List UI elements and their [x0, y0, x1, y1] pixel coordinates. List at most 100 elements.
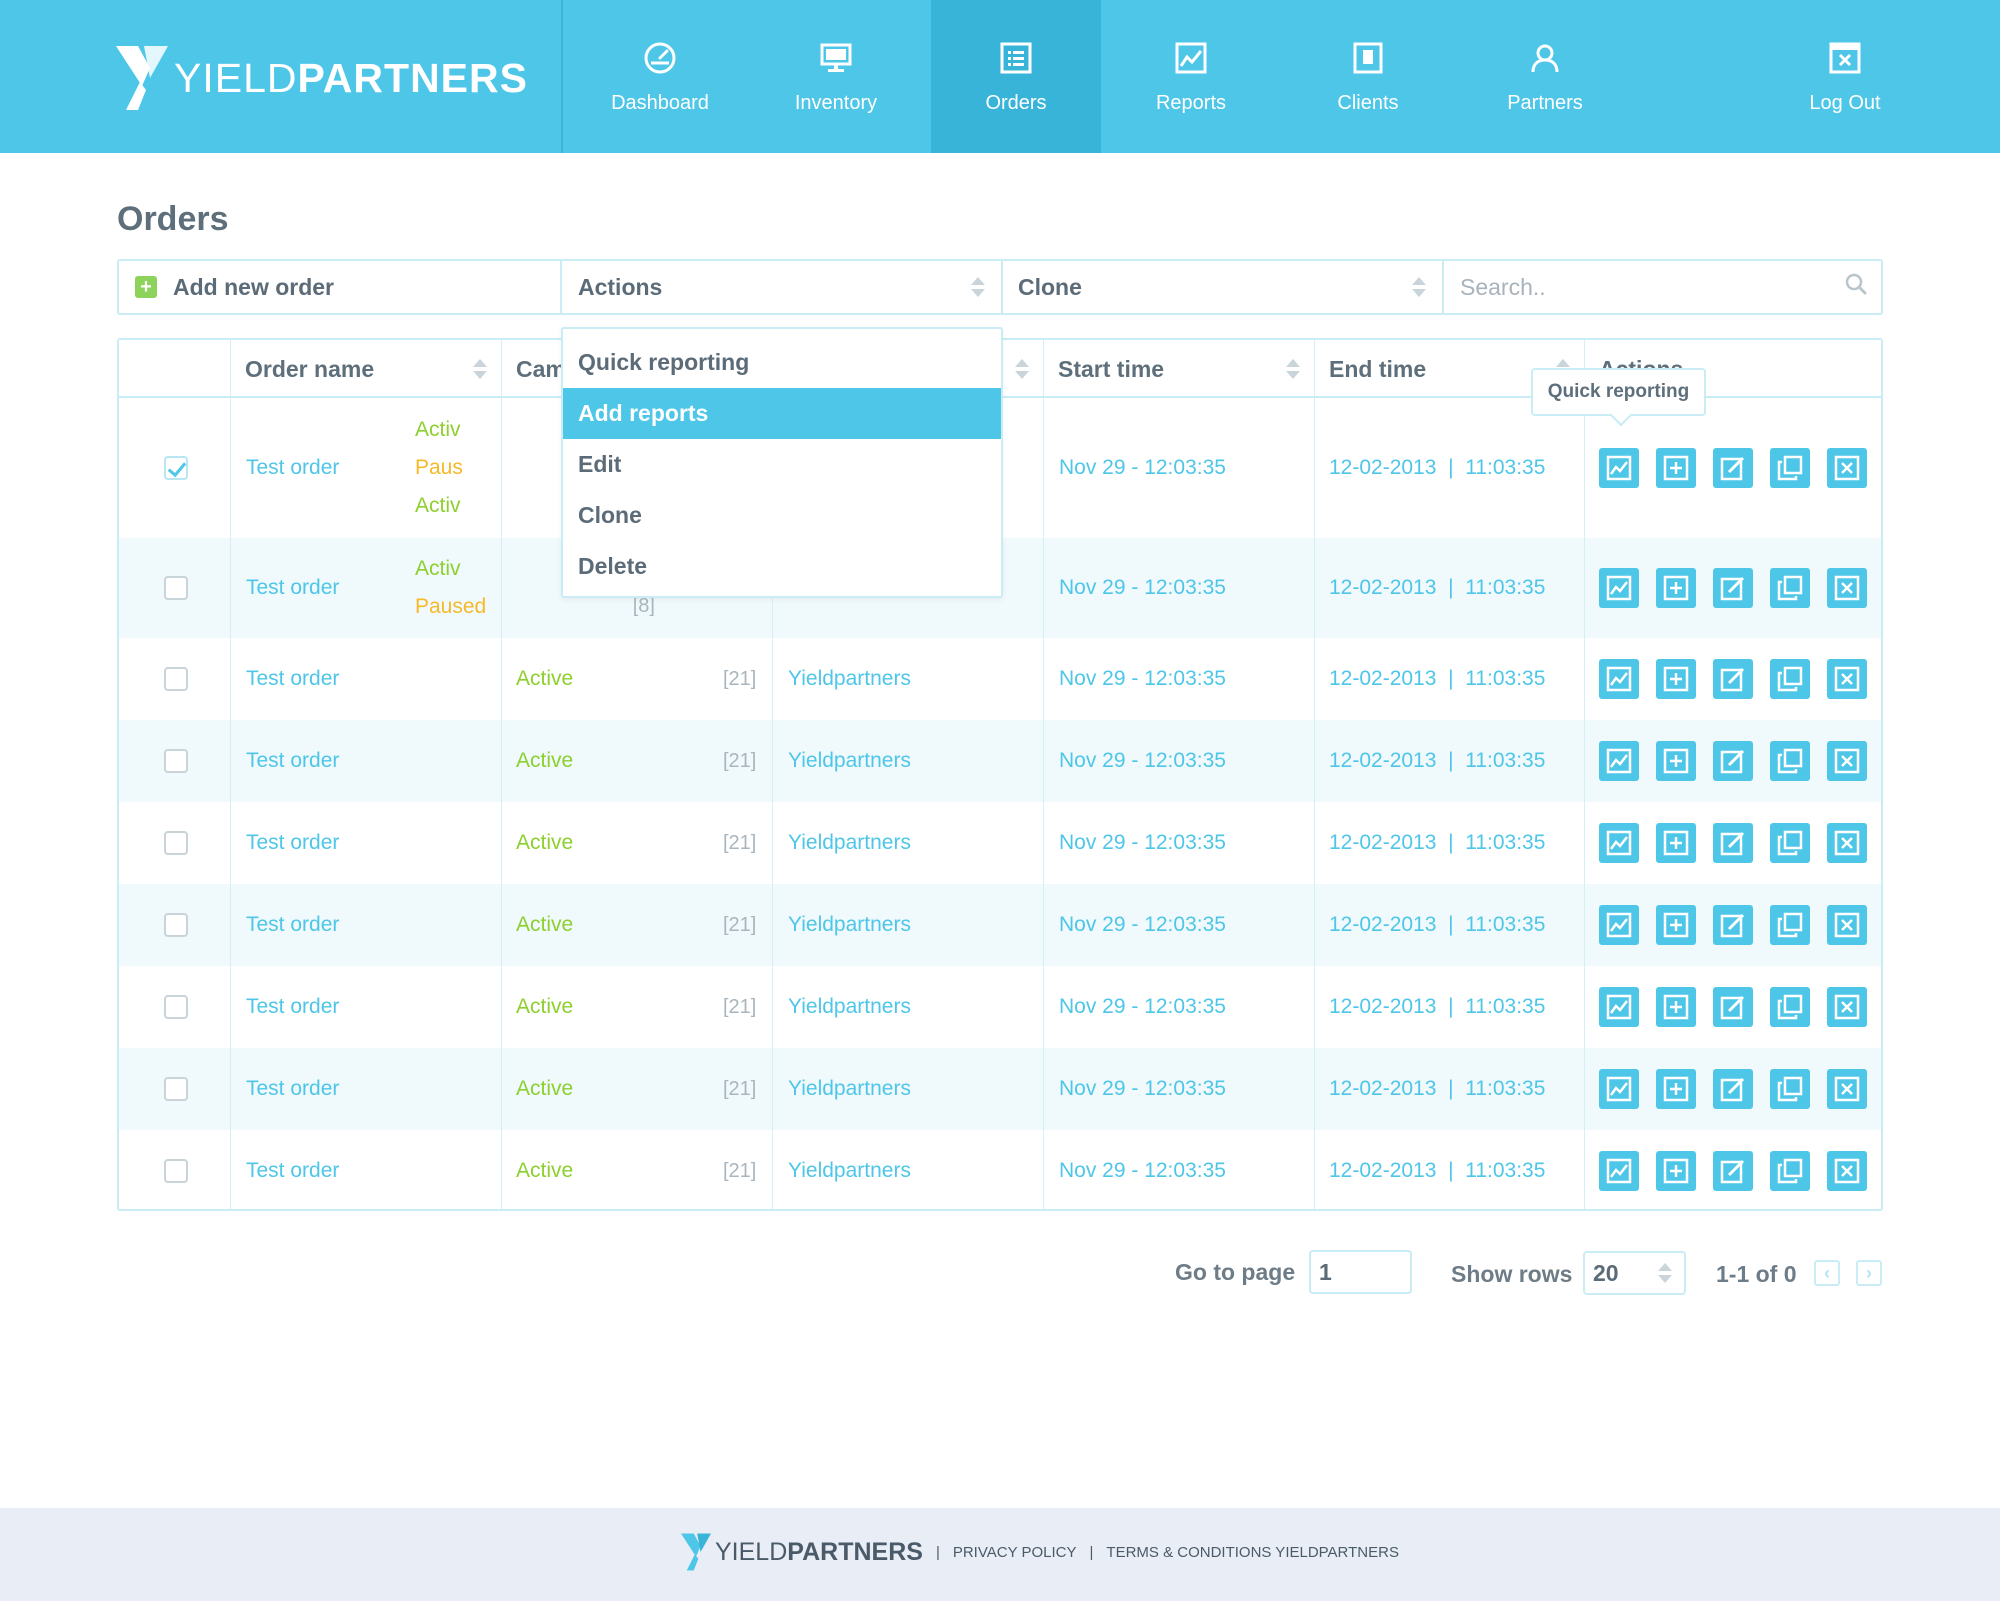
quick-reporting-button[interactable]: [1599, 1151, 1639, 1191]
clone-button[interactable]: [1770, 823, 1810, 863]
order-name-link[interactable]: Test order: [246, 995, 340, 1018]
order-name-link[interactable]: Test order: [246, 749, 340, 772]
order-name-link[interactable]: Test order: [246, 1077, 340, 1100]
quick-reporting-button[interactable]: [1599, 741, 1639, 781]
nav-dashboard[interactable]: Dashboard: [562, 0, 758, 153]
delete-button[interactable]: [1827, 1069, 1867, 1109]
add-report-button[interactable]: [1656, 823, 1696, 863]
row-checkbox[interactable]: [164, 1077, 188, 1101]
terms-conditions-link[interactable]: TERMS & CONDITIONS YIELDPARTNERS: [1106, 1543, 1399, 1561]
add-report-button[interactable]: [1656, 905, 1696, 945]
quick-reporting-button[interactable]: [1599, 905, 1639, 945]
partner-link[interactable]: Yieldpartners: [788, 667, 911, 690]
quick-reporting-button[interactable]: [1599, 448, 1639, 488]
column-header-start-time[interactable]: Start time: [1043, 340, 1314, 398]
next-page-button[interactable]: ›: [1856, 1260, 1882, 1286]
delete-button[interactable]: [1827, 987, 1867, 1027]
row-checkbox[interactable]: [164, 1159, 188, 1183]
search-input[interactable]: [1460, 273, 1820, 301]
partner-link[interactable]: Yieldpartners: [788, 1077, 911, 1100]
nav-reports[interactable]: Reports: [1093, 0, 1289, 153]
nav-clients[interactable]: Clients: [1270, 0, 1466, 153]
row-checkbox[interactable]: [164, 749, 188, 773]
edit-button[interactable]: [1713, 987, 1753, 1027]
row-checkbox[interactable]: [164, 913, 188, 937]
row-checkbox[interactable]: [164, 456, 188, 480]
quick-reporting-button[interactable]: [1599, 1069, 1639, 1109]
nav-orders[interactable]: Orders: [931, 0, 1101, 153]
delete-button[interactable]: [1827, 448, 1867, 488]
row-checkbox[interactable]: [164, 831, 188, 855]
clone-button[interactable]: [1770, 448, 1810, 488]
menu-item-delete[interactable]: Delete: [578, 553, 648, 579]
add-report-button[interactable]: [1656, 659, 1696, 699]
partner-link[interactable]: Yieldpartners: [788, 1159, 911, 1182]
order-name-link[interactable]: Test order: [246, 667, 340, 690]
footer-logo-wordmark[interactable]: YIELDPARTNERS: [715, 1537, 923, 1566]
show-rows-select[interactable]: 20: [1583, 1251, 1686, 1295]
column-header-partner[interactable]: [772, 340, 1043, 398]
column-header-order-name[interactable]: Order name: [230, 340, 501, 398]
delete-button[interactable]: [1827, 1151, 1867, 1191]
edit-button[interactable]: [1713, 1151, 1753, 1191]
actions-select[interactable]: Actions: [562, 261, 1003, 313]
order-name-link[interactable]: Test order: [246, 831, 340, 854]
quick-reporting-button[interactable]: [1599, 568, 1639, 608]
add-new-order-button[interactable]: + Add new order: [119, 261, 562, 313]
edit-button[interactable]: [1713, 905, 1753, 945]
menu-item-edit[interactable]: Edit: [578, 451, 622, 477]
edit-button[interactable]: [1713, 823, 1753, 863]
quick-reporting-button[interactable]: [1599, 659, 1639, 699]
menu-item-quick-reporting[interactable]: Quick reporting: [578, 349, 750, 375]
clone-button[interactable]: [1770, 987, 1810, 1027]
delete-button[interactable]: [1827, 568, 1867, 608]
order-name-link[interactable]: Test order: [246, 456, 340, 479]
nav-inventory[interactable]: Inventory: [738, 0, 934, 153]
clone-button[interactable]: [1770, 1151, 1810, 1191]
add-report-button[interactable]: [1656, 1151, 1696, 1191]
delete-button[interactable]: [1827, 741, 1867, 781]
add-report-button[interactable]: [1656, 987, 1696, 1027]
partner-link[interactable]: Yieldpartners: [788, 913, 911, 936]
privacy-policy-link[interactable]: PRIVACY POLICY: [952, 1543, 1077, 1561]
edit-button[interactable]: [1713, 659, 1753, 699]
yieldpartners-logo[interactable]: YIELDPARTNERS: [116, 46, 528, 110]
partner-link[interactable]: Yieldpartners: [788, 995, 911, 1018]
menu-item-add-reports[interactable]: Add reports: [563, 388, 1001, 439]
order-name-link[interactable]: Test order: [246, 576, 340, 599]
delete-button[interactable]: [1827, 905, 1867, 945]
add-report-button[interactable]: [1656, 448, 1696, 488]
nav-log-out[interactable]: Log Out: [1766, 0, 1924, 153]
add-report-button[interactable]: [1656, 1069, 1696, 1109]
nav-partners[interactable]: Partners: [1447, 0, 1643, 153]
edit-button[interactable]: [1713, 1069, 1753, 1109]
order-name-link[interactable]: Test order: [246, 1159, 340, 1182]
row-checkbox[interactable]: [164, 667, 188, 691]
clone-select[interactable]: Clone: [1003, 261, 1444, 313]
search-icon[interactable]: [1845, 273, 1867, 301]
clone-button[interactable]: [1770, 905, 1810, 945]
clone-button[interactable]: [1770, 1069, 1810, 1109]
quick-reporting-button[interactable]: [1599, 987, 1639, 1027]
row-checkbox[interactable]: [164, 995, 188, 1019]
clone-button[interactable]: [1770, 659, 1810, 699]
edit-button[interactable]: [1713, 448, 1753, 488]
quick-reporting-button[interactable]: [1599, 823, 1639, 863]
monitor-icon: [820, 40, 852, 76]
delete-button[interactable]: [1827, 823, 1867, 863]
partner-link[interactable]: Yieldpartners: [788, 831, 911, 854]
add-report-button[interactable]: [1656, 568, 1696, 608]
menu-item-clone[interactable]: Clone: [578, 502, 642, 528]
edit-button[interactable]: [1713, 741, 1753, 781]
add-report-button[interactable]: [1656, 741, 1696, 781]
clone-button[interactable]: [1770, 741, 1810, 781]
edit-button[interactable]: [1713, 568, 1753, 608]
page-number-input[interactable]: [1319, 1258, 1379, 1286]
delete-button[interactable]: [1827, 659, 1867, 699]
column-header-campaign[interactable]: Cam: [501, 340, 772, 398]
prev-page-button[interactable]: ‹: [1814, 1260, 1840, 1286]
clone-button[interactable]: [1770, 568, 1810, 608]
order-name-link[interactable]: Test order: [246, 913, 340, 936]
partner-link[interactable]: Yieldpartners: [788, 749, 911, 772]
row-checkbox[interactable]: [164, 576, 188, 600]
